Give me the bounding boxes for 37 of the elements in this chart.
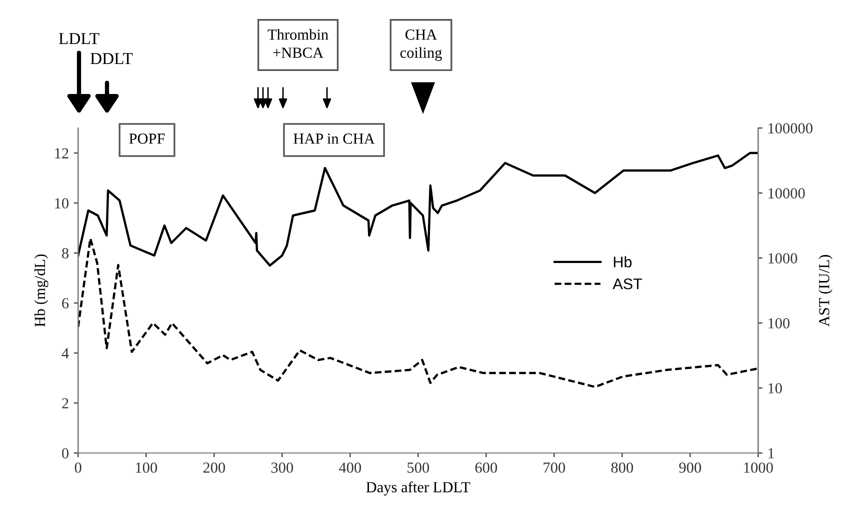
text: CHA coiling — [400, 29, 442, 61]
x-tick-label: 200 — [203, 462, 225, 473]
x-tick-label: 600 — [475, 462, 498, 473]
y2-tick-label: 10 — [768, 383, 782, 394]
y2-tick-label: 10000 — [768, 188, 805, 198]
line-series — [78, 237, 758, 388]
y-tick-label: 2 — [62, 398, 68, 408]
x-tick-label: 100 — [136, 462, 157, 473]
y-tick-label: 6 — [62, 298, 69, 308]
x-tick-label: 900 — [679, 462, 702, 473]
legend-label: Hb — [614, 256, 632, 268]
annotation: POPF — [129, 134, 165, 144]
x-tick-label: 700 — [544, 462, 566, 473]
x-tick-label: 300 — [271, 462, 293, 473]
y-tick-label: 4 — [62, 348, 69, 358]
line-series — [78, 152, 758, 267]
x-tick-label: 400 — [338, 462, 362, 473]
text: DDLT — [90, 53, 133, 64]
y-tick-label: 10 — [55, 198, 68, 208]
x-tick-label: 1000 — [744, 462, 773, 473]
y-axis-title: Hb (mg/dL) — [34, 254, 48, 327]
y2-tick-label: 1000 — [768, 253, 798, 264]
y-tick-label: 8 — [62, 248, 68, 258]
y2-tick-label: 100 — [768, 318, 790, 328]
annotation: HAP in CHA — [294, 134, 375, 144]
y2-tick-label: 100000 — [768, 123, 812, 134]
y-tick-label: 12 — [55, 148, 68, 158]
text: Thrombin +NBCA — [268, 29, 328, 58]
x-tick-label: 800 — [611, 462, 634, 473]
y2-axis-title: AST (IU/L) — [818, 255, 832, 326]
y-tick-label: 0 — [62, 448, 68, 458]
x-tick-label: 500 — [408, 462, 430, 473]
legend-label: AST — [612, 278, 642, 290]
text: LDLT — [58, 33, 100, 44]
x-axis-title: Days after LDLT — [366, 481, 470, 496]
y2-tick-label: 1 — [768, 448, 774, 458]
x-tick-label: 0 — [74, 462, 82, 473]
